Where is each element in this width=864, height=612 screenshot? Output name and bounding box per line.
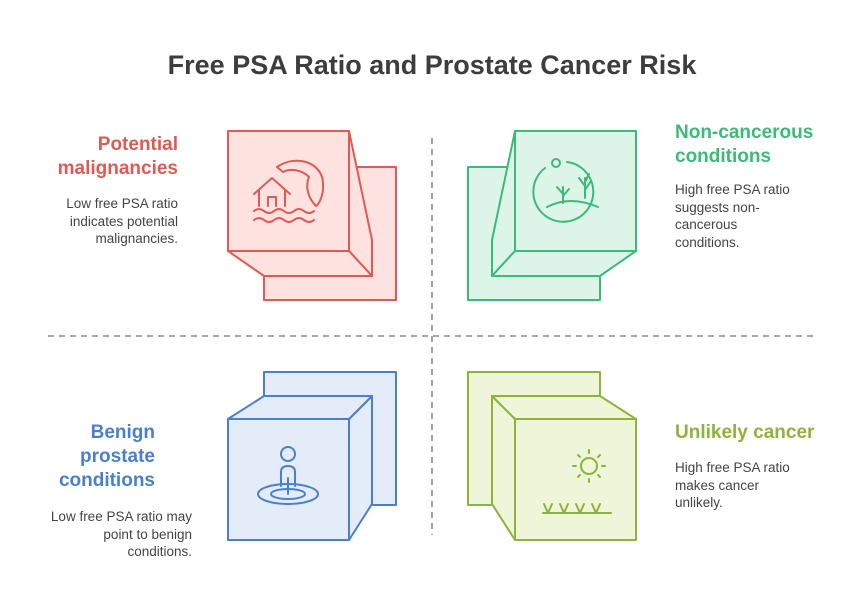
benign-prostate-conditions-description: Low free PSA ratio may point to benign c… (50, 509, 192, 559)
person-hole-icon (257, 446, 319, 505)
diagram-title: Free PSA Ratio and Prostate Cancer Risk (167, 50, 697, 80)
potential-malignancies-title: Potential malignancies (57, 134, 178, 179)
non-cancerous-conditions-description: High free PSA ratio suggests non-cancero… (675, 182, 790, 250)
non-cancerous-conditions-title: Non-cancerous conditions (675, 122, 814, 167)
benign-prostate-conditions-title: Benign prostate conditions (58, 422, 155, 491)
panel-unlikely-cancer (467, 371, 637, 541)
house-flood-icon (253, 159, 325, 223)
panel-benign-prostate-conditions (227, 371, 397, 541)
sun-grass-icon (542, 449, 612, 514)
unlikely-cancer-title: Unlikely cancer (675, 422, 815, 443)
plant-globe-icon (532, 158, 599, 223)
unlikely-cancer-description: High free PSA ratio makes cancer unlikel… (675, 460, 790, 510)
potential-malignancies-description: Low free PSA ratio indicates potential m… (66, 196, 178, 246)
panel-non-cancerous-conditions (467, 130, 637, 301)
panel-potential-malignancies (227, 130, 397, 301)
